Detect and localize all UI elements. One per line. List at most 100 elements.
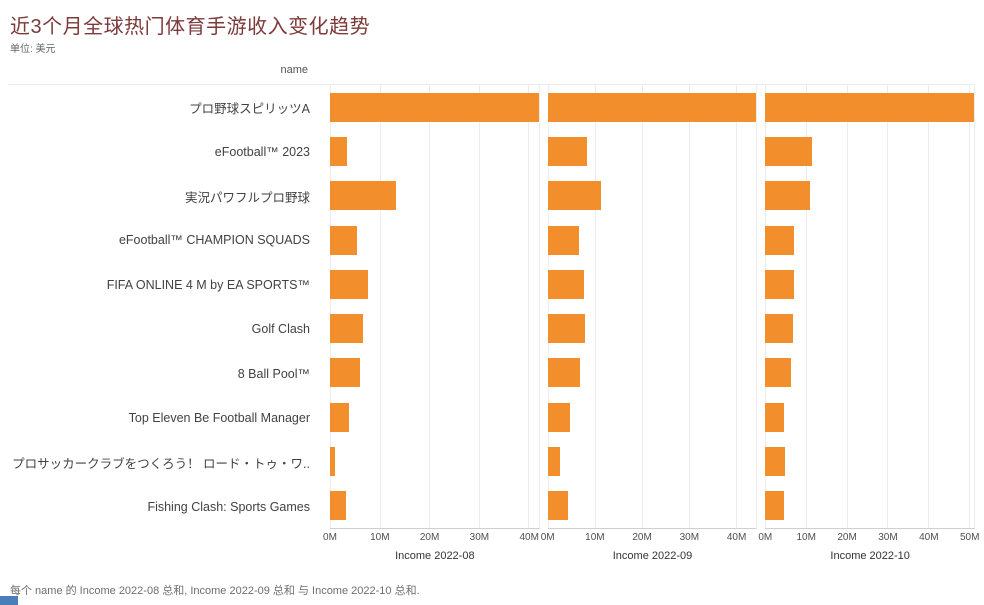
income-bar[interactable] [765,402,785,432]
bar-row [330,174,539,218]
gridline [478,85,480,528]
income-bar[interactable] [547,491,569,521]
income-bar[interactable] [765,225,794,255]
income-bar[interactable] [547,358,581,388]
row-label: 8 Ball Pool™ [237,366,310,381]
bar-row [330,85,539,129]
income-bar[interactable] [547,136,588,166]
row-label: eFootball™ CHAMPION SQUADS [118,233,310,248]
bar-row [547,218,757,262]
axis-tick-label: 20M [419,532,440,543]
income-bar[interactable] [547,269,585,299]
income-bar[interactable] [330,491,346,521]
x-axis-title-2022-10: Income 2022-10 [830,550,910,562]
bar-row [330,351,539,395]
row-label: Top Eleven Be Football Manager [128,411,310,426]
bar-row [330,306,539,350]
axis-tick-label: 10M [585,532,605,543]
gridline [765,85,767,528]
income-bar[interactable] [547,92,757,122]
x-axis-title-2022-09: Income 2022-09 [612,550,693,562]
row-label: 実況パワフルプロ野球 [184,190,310,205]
axis-tick-label: 10M [370,532,390,543]
axis-tick-label: 0M [323,532,337,543]
income-bar[interactable] [765,136,812,166]
axis-tick-label: 30M [469,532,490,543]
gridline [528,85,530,528]
bar-row [330,395,539,439]
income-bar[interactable] [330,314,364,344]
axis-tick-label: 40M [519,532,539,543]
gridline [806,85,807,528]
bar-row [547,439,757,483]
income-bar[interactable] [765,92,974,122]
income-bar[interactable] [330,225,358,255]
row-label: プロ野球スピリッツA [189,101,310,116]
bar-row [765,439,974,483]
bar-row [330,262,539,306]
bar-row [765,351,974,395]
bar-row [330,129,539,173]
income-bar[interactable] [330,92,539,122]
x-axis-title-2022-08: Income 2022-08 [395,550,475,562]
chart-caption: 每个 name 的 Income 2022-08 总和, Income 2022… [10,585,420,597]
axis-tick-label: 30M [878,532,898,543]
bottom-left-accent [0,596,18,605]
axis-tick-label: 0M [758,532,773,543]
bar-row [765,262,974,306]
income-bar[interactable] [547,225,580,255]
axis-tick-label: 0M [540,532,555,543]
panel-income-2022-10: 0M 10M 20M 30M 40M 50M Income 2022-10 [758,85,979,567]
income-bar[interactable] [547,402,571,432]
gridline [928,85,930,528]
bar-row [765,129,974,173]
income-bar[interactable] [330,269,368,299]
income-bar[interactable] [330,402,349,432]
bar-row [330,439,539,483]
bar-row [547,484,757,528]
chart-area: プロ野球スピリッツA eFootball™ 2023 実況パワフルプロ野球 eFoot… [8,84,979,567]
gridline [594,85,596,528]
gridline [379,85,381,528]
axis-tick-label: 30M [679,532,700,543]
income-bar[interactable] [547,181,601,211]
bar-row [765,85,974,129]
axis-tick-label: 40M [726,532,747,543]
bar-row [547,395,757,439]
gridline [846,85,848,528]
bar-row [547,129,757,173]
gridline [429,85,431,528]
income-bar[interactable] [330,447,336,477]
axis-tick-label: 40M [919,532,939,543]
income-bar[interactable] [765,358,791,388]
bar-row [330,218,539,262]
row-labels-column: プロ野球スピリッツA eFootball™ 2023 実況パワフルプロ野球 eFoot… [8,85,322,529]
bar-row [765,174,974,218]
bar-row [547,262,757,306]
income-bar[interactable] [765,181,810,211]
row-label: プロサッカークラブをつくろう！ ロード・トゥ・ワ.. [12,456,310,471]
income-bar[interactable] [330,358,361,388]
bar-row [547,174,757,218]
income-bar[interactable] [330,136,347,166]
x-axis-ticks-2022-09: 0M 10M 20M 30M 40M [541,529,758,547]
income-bar[interactable] [547,314,586,344]
income-bar[interactable] [330,181,396,211]
income-bar[interactable] [765,447,785,477]
income-bar[interactable] [765,314,793,344]
row-label: Golf Clash [251,322,310,337]
chart-subtitle: 单位: 美元 [10,44,56,55]
bar-row [765,218,974,262]
bar-row [547,85,757,129]
x-axis-ticks-2022-10: 0M 10M 20M 30M 40M 50M [758,529,979,547]
x-axis-ticks-2022-08: 0M 10M 20M 30M 40M [323,529,540,547]
axis-tick-label: 20M [837,532,857,543]
income-bar[interactable] [547,447,561,477]
bar-row [547,306,757,350]
bar-row [765,395,974,439]
plot-income-2022-10 [765,85,975,529]
bar-row [765,306,974,350]
row-header-label: name [280,64,308,76]
income-bar[interactable] [765,491,785,521]
income-bar[interactable] [765,269,794,299]
